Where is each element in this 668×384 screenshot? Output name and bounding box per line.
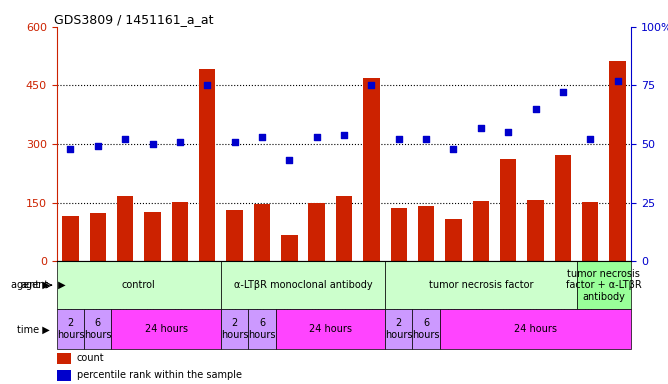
Bar <box>440 309 631 349</box>
Bar <box>172 202 188 261</box>
Bar <box>527 200 544 261</box>
Point <box>120 136 130 142</box>
Text: 6
hours: 6 hours <box>412 318 440 340</box>
Text: count: count <box>77 353 104 363</box>
Bar <box>309 203 325 261</box>
Bar <box>57 261 221 309</box>
Text: tumor necrosis factor: tumor necrosis factor <box>429 280 533 290</box>
Bar <box>554 155 571 261</box>
Text: 2
hours: 2 hours <box>385 318 412 340</box>
Text: ▶: ▶ <box>55 280 66 290</box>
Point <box>257 134 267 140</box>
Bar <box>221 261 385 309</box>
Point <box>503 129 514 136</box>
Text: agent: agent <box>20 280 49 290</box>
Point <box>229 139 240 145</box>
Bar <box>391 208 407 261</box>
Point <box>311 134 322 140</box>
Point <box>585 136 596 142</box>
Bar <box>582 202 599 261</box>
Bar <box>363 78 379 261</box>
Bar <box>112 309 221 349</box>
Bar <box>62 216 79 261</box>
Text: 6
hours: 6 hours <box>84 318 112 340</box>
Bar <box>385 261 576 309</box>
Text: agent ▶: agent ▶ <box>11 280 50 290</box>
Bar <box>57 370 71 381</box>
Bar <box>144 212 161 261</box>
Text: control: control <box>122 280 156 290</box>
Point <box>284 157 295 164</box>
Text: GDS3809 / 1451161_a_at: GDS3809 / 1451161_a_at <box>54 13 213 26</box>
Bar <box>226 210 242 261</box>
Point <box>65 146 75 152</box>
Text: tumor necrosis
factor + α-LTβR
antibody: tumor necrosis factor + α-LTβR antibody <box>566 268 642 302</box>
Bar <box>472 200 489 261</box>
Bar <box>609 61 626 261</box>
Point <box>393 136 404 142</box>
Point <box>448 146 459 152</box>
Text: 24 hours: 24 hours <box>514 324 557 334</box>
Point <box>174 139 185 145</box>
Bar <box>385 309 412 349</box>
Bar <box>412 309 440 349</box>
Point <box>558 89 568 96</box>
Point <box>613 78 623 84</box>
Text: 2
hours: 2 hours <box>57 318 84 340</box>
Bar <box>336 195 352 261</box>
Text: 2
hours: 2 hours <box>221 318 248 340</box>
Point <box>92 143 103 149</box>
Bar <box>90 214 106 261</box>
Bar <box>418 206 434 261</box>
Point <box>366 83 377 89</box>
Text: 24 hours: 24 hours <box>145 324 188 334</box>
Point <box>147 141 158 147</box>
Text: 6
hours: 6 hours <box>248 318 276 340</box>
Text: percentile rank within the sample: percentile rank within the sample <box>77 370 242 380</box>
Text: 24 hours: 24 hours <box>309 324 352 334</box>
Bar <box>281 235 297 261</box>
Bar <box>57 353 71 364</box>
Text: time ▶: time ▶ <box>17 324 50 334</box>
Bar <box>221 309 248 349</box>
Bar <box>276 309 385 349</box>
Point <box>421 136 432 142</box>
Bar <box>446 219 462 261</box>
Bar <box>500 159 516 261</box>
Bar <box>117 195 134 261</box>
Bar <box>199 69 216 261</box>
Point <box>476 124 486 131</box>
Bar <box>576 261 631 309</box>
Point <box>339 132 349 138</box>
Text: α-LTβR monoclonal antibody: α-LTβR monoclonal antibody <box>234 280 372 290</box>
Bar <box>248 309 276 349</box>
Point <box>530 106 541 112</box>
Bar <box>84 309 112 349</box>
Bar <box>57 309 84 349</box>
Bar <box>254 204 270 261</box>
Point <box>202 83 212 89</box>
